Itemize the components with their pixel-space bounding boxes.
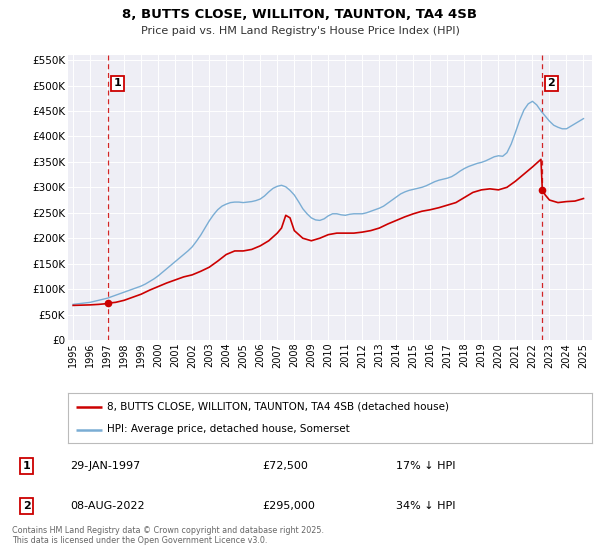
Text: HPI: Average price, detached house, Somerset: HPI: Average price, detached house, Some… [107, 424, 350, 435]
Text: Price paid vs. HM Land Registry's House Price Index (HPI): Price paid vs. HM Land Registry's House … [140, 26, 460, 36]
Text: 2: 2 [547, 78, 555, 88]
Text: 34% ↓ HPI: 34% ↓ HPI [396, 501, 455, 511]
Text: 1: 1 [23, 461, 31, 471]
Text: 2: 2 [23, 501, 31, 511]
Text: 08-AUG-2022: 08-AUG-2022 [70, 501, 145, 511]
Text: £72,500: £72,500 [262, 461, 308, 471]
Text: 1: 1 [113, 78, 121, 88]
Text: 29-JAN-1997: 29-JAN-1997 [70, 461, 140, 471]
Text: Contains HM Land Registry data © Crown copyright and database right 2025.
This d: Contains HM Land Registry data © Crown c… [12, 526, 324, 545]
Text: 8, BUTTS CLOSE, WILLITON, TAUNTON, TA4 4SB (detached house): 8, BUTTS CLOSE, WILLITON, TAUNTON, TA4 4… [107, 402, 449, 412]
Text: 8, BUTTS CLOSE, WILLITON, TAUNTON, TA4 4SB: 8, BUTTS CLOSE, WILLITON, TAUNTON, TA4 4… [122, 8, 478, 21]
Text: 17% ↓ HPI: 17% ↓ HPI [396, 461, 455, 471]
Text: £295,000: £295,000 [262, 501, 315, 511]
